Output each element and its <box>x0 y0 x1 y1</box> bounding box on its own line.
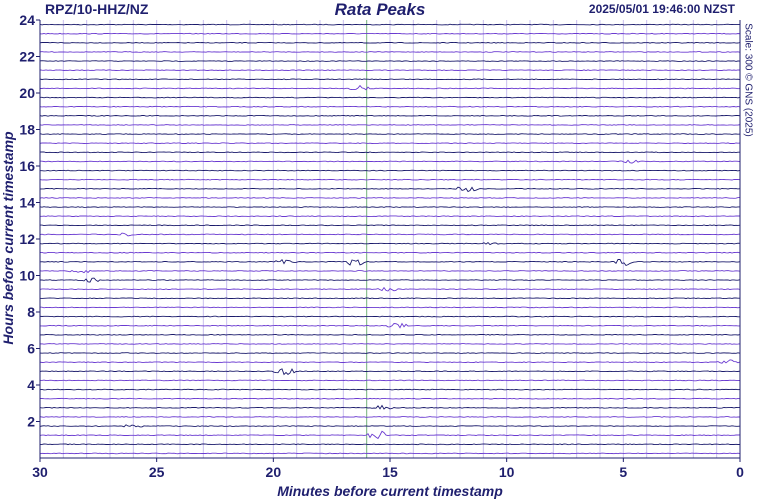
y-tick-label: 16 <box>19 158 35 174</box>
seismic-trace <box>39 23 741 26</box>
seismic-trace <box>39 169 741 172</box>
seismic-trace <box>39 297 740 300</box>
seismic-trace <box>39 368 741 376</box>
x-tick-label: 5 <box>619 464 627 480</box>
seismic-trace <box>39 224 741 227</box>
y-tick-label: 14 <box>19 195 35 211</box>
seismic-trace <box>39 404 740 410</box>
seismic-trace <box>39 186 741 193</box>
seismic-trace <box>39 159 741 164</box>
x-tick-label: 10 <box>499 464 515 480</box>
seismic-trace <box>39 69 741 71</box>
seismic-trace <box>39 258 741 267</box>
y-tick-label: 4 <box>27 377 35 393</box>
y-tick-label: 20 <box>19 85 35 101</box>
seismic-trace <box>39 416 740 418</box>
seismic-trace <box>39 452 741 455</box>
seismic-trace <box>39 232 741 237</box>
seismic-trace <box>39 51 741 53</box>
seismic-trace <box>39 124 741 126</box>
seismic-trace <box>39 78 741 81</box>
y-tick-label: 10 <box>19 268 35 284</box>
seismic-trace <box>39 206 740 208</box>
seismic-trace <box>39 352 741 354</box>
seismic-trace <box>39 133 741 135</box>
y-tick-label: 2 <box>27 414 35 430</box>
y-tick-label: 12 <box>19 231 35 247</box>
y-tick-label: 6 <box>27 341 35 357</box>
seismic-trace <box>39 286 741 292</box>
seismic-trace <box>39 84 741 91</box>
seismic-trace <box>39 42 741 44</box>
seismic-trace <box>39 251 741 254</box>
current-timestamp: 2025/05/01 19:46:00 NZST <box>588 2 735 16</box>
x-tick-label: 25 <box>149 464 165 480</box>
seismic-trace <box>39 430 741 440</box>
seismic-trace <box>39 197 740 199</box>
x-axis-label: Minutes before current timestamp <box>277 483 503 499</box>
seismic-trace <box>39 142 741 144</box>
seismic-trace <box>39 315 740 318</box>
chart-title: Rata Peaks <box>334 0 426 19</box>
x-tick-label: 30 <box>32 464 48 480</box>
y-tick-label: 8 <box>27 304 35 320</box>
seismic-trace <box>39 115 741 117</box>
seismic-trace <box>39 178 741 181</box>
y-tick-label: 24 <box>19 12 35 28</box>
x-tick-label: 20 <box>266 464 282 480</box>
seismic-trace <box>39 306 741 309</box>
x-tick-label: 15 <box>382 464 398 480</box>
station-code: RPZ/10-HHZ/NZ <box>45 1 149 17</box>
y-tick-label: 22 <box>19 49 35 65</box>
seismic-trace <box>39 32 741 35</box>
seismic-trace <box>39 105 741 108</box>
seismic-trace <box>39 96 741 99</box>
seismic-trace <box>39 151 740 154</box>
seismic-trace <box>39 397 741 400</box>
seismic-trace <box>39 443 741 446</box>
seismic-trace <box>39 388 741 391</box>
seismic-trace <box>39 60 741 62</box>
seismic-trace <box>39 359 741 364</box>
seismic-trace <box>39 334 741 336</box>
seismic-trace <box>39 277 741 283</box>
x-tick-label: 0 <box>736 464 744 480</box>
seismic-trace <box>39 242 741 246</box>
seismic-trace <box>39 269 741 274</box>
seismic-trace <box>39 343 741 345</box>
seismic-trace <box>39 424 741 428</box>
y-tick-label: 18 <box>19 122 35 138</box>
seismic-trace <box>39 215 740 217</box>
seismic-trace <box>39 322 740 329</box>
seismic-trace <box>39 379 741 382</box>
